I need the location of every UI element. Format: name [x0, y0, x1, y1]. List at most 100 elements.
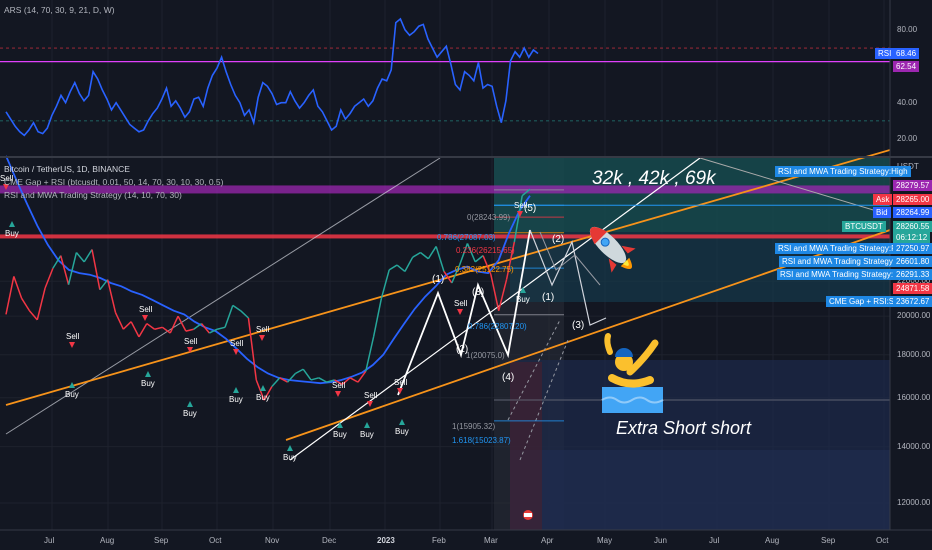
- price-segment: [357, 370, 367, 383]
- ma-line: [5, 155, 531, 385]
- last-price-tag: 28260.55: [893, 221, 932, 232]
- price-high-tag: 28279.57: [893, 180, 932, 191]
- price-segment: [138, 323, 148, 338]
- price-tick: 16000.00: [897, 392, 931, 402]
- indicator-legend-1: CME Gap + RSI (btcusdt, 0.01, 50, 14, 70…: [4, 177, 224, 187]
- countdown-tag: 06:12:12: [893, 232, 931, 243]
- time-tick: Aug: [100, 536, 115, 545]
- price-segment: [75, 252, 85, 263]
- buy-label: Buy: [395, 427, 409, 436]
- price-segment: [521, 188, 531, 197]
- time-tick: Sep: [154, 536, 169, 545]
- price-segment: [295, 368, 304, 375]
- price-segment: [302, 368, 312, 381]
- sell-label: Sell: [394, 378, 408, 387]
- buy-label: Buy: [65, 390, 79, 399]
- price-segment: [380, 269, 390, 299]
- wave-label-1: (1): [432, 274, 445, 285]
- fib-label: 1(20075.0): [466, 351, 505, 360]
- price-segment: [216, 326, 226, 330]
- symbol-tag: BTCUSDT: [842, 221, 886, 232]
- fib-label: 0(28243.99): [467, 213, 511, 222]
- red-candle-zone: [510, 362, 542, 530]
- price-segment: [240, 310, 249, 319]
- price-segment: [21, 297, 31, 312]
- rocket-pictogram: [589, 226, 636, 273]
- price-segment: [185, 328, 194, 332]
- buy-arrow: [399, 419, 405, 425]
- price-segment: [396, 264, 406, 273]
- wave-forecast-label-2: (2): [552, 234, 565, 245]
- cme-sma-label: CME Gap + RSI:SMA: [826, 296, 910, 307]
- fib-label: 0.786(27087.03): [437, 233, 496, 242]
- buy-label: Buy: [141, 379, 155, 388]
- rsi-tick: 80.00: [897, 24, 918, 34]
- sell-label: Sell: [514, 201, 528, 210]
- buy-label: Buy: [516, 295, 530, 304]
- price-segment: [490, 274, 500, 311]
- mwa-mwa-label: RSI and MWA Trading Strategy:MWA: [777, 269, 916, 280]
- price-tick: 20000.00: [897, 311, 931, 321]
- time-tick: 2023: [377, 536, 395, 545]
- sell-arrow: [517, 211, 523, 217]
- ask-value: 28265.00: [893, 194, 932, 205]
- red-band: [0, 234, 890, 239]
- price-segment: [60, 255, 70, 285]
- sell-label: Sell: [139, 305, 153, 314]
- time-tick: Dec: [322, 536, 337, 545]
- price-segment: [466, 243, 476, 263]
- price-segment: [474, 255, 484, 263]
- fib-label: 0.236(26215.65): [456, 246, 515, 255]
- price-segment: [326, 379, 335, 383]
- price-segment: [451, 264, 461, 284]
- rsi-panel[interactable]: [0, 17, 890, 137]
- price-segment: [154, 326, 163, 330]
- mwa-price-tag: 27250.97: [893, 243, 932, 254]
- price-segment: [412, 251, 421, 258]
- buy-arrow: [9, 221, 15, 227]
- price-segment: [52, 255, 62, 269]
- price-segment: [372, 298, 383, 338]
- price-segment: [435, 246, 445, 272]
- cme-sma-tag: 23672.67: [893, 296, 932, 307]
- signal-markers: Buy Buy Buy Buy Buy Buy Buy Buy Buy Buy Buy Sell Sel…: [0, 174, 530, 462]
- buy-label: Buy: [360, 430, 374, 439]
- rsi-value-tag: 68.46: [893, 48, 920, 59]
- price-segment: [255, 379, 265, 401]
- price-segment: [224, 305, 234, 328]
- price-segment: [458, 243, 469, 266]
- buy-arrow: [364, 422, 370, 428]
- time-tick: May: [597, 536, 613, 545]
- price-segment: [247, 317, 258, 381]
- buy-arrow: [187, 401, 193, 407]
- time-tick: Sep: [821, 536, 836, 545]
- indicator-legend-2: RSI and MWA Trading Strategy (14, 10, 70…: [4, 190, 182, 200]
- ask-label: Ask: [873, 194, 893, 205]
- buy-arrow: [69, 382, 75, 388]
- sell-arrow: [187, 347, 193, 353]
- price-segment: [169, 315, 179, 334]
- buy-arrow: [287, 445, 293, 451]
- price-segment: [341, 377, 351, 385]
- buy-arrow: [260, 385, 266, 391]
- swimmer-pictogram: [523, 333, 664, 520]
- price-segment: [13, 276, 23, 299]
- price-segment: [497, 279, 508, 311]
- buy-arrow: [233, 387, 239, 393]
- buy-arrow: [337, 422, 343, 428]
- buy-label: Buy: [183, 409, 197, 418]
- white-trend-line: [5, 157, 441, 435]
- symbol-legend: Bitcoin / TetherUS, 1D, BINANCE: [4, 164, 130, 174]
- buy-arrow: [520, 287, 526, 293]
- price-tick: 18000.00: [897, 349, 931, 359]
- sell-arrow: [367, 401, 373, 407]
- white-trend-upper: [289, 157, 701, 461]
- price-segment: [443, 271, 453, 284]
- purple-band: [0, 185, 890, 194]
- mwa-high-label: RSI and MWA Trading Strategy:High: [775, 166, 911, 177]
- price-tick: 14000.00: [897, 441, 931, 451]
- sell-label: Sell: [66, 332, 80, 341]
- price-segment: [130, 321, 140, 338]
